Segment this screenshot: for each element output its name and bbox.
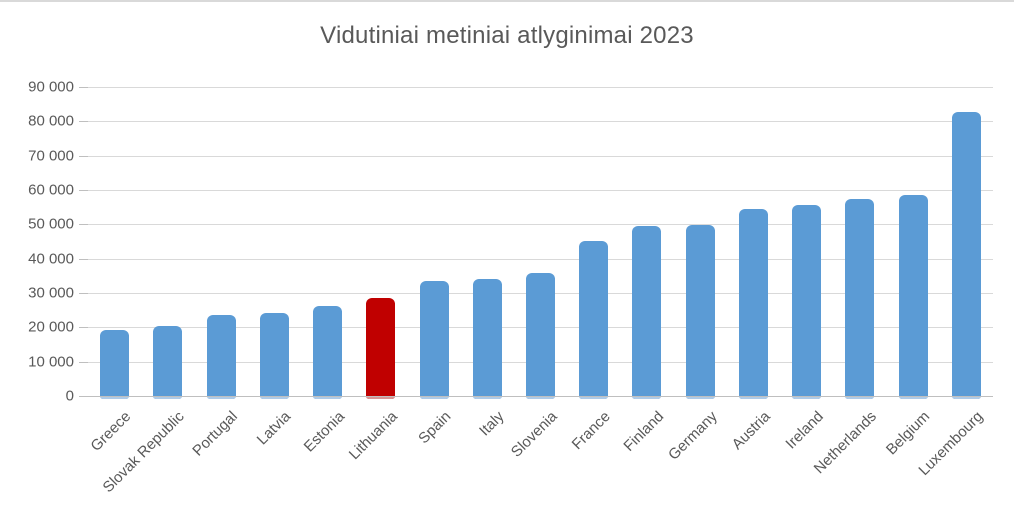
x-axis-label: Belgium [882,408,934,459]
bar-ireland [792,204,822,400]
bar-france [579,240,609,400]
y-axis-label: 40 000 [28,250,74,268]
bar-austria [738,208,768,400]
x-axis-label: Slovenia [507,408,561,461]
y-axis-tick [79,121,88,123]
y-axis-tick [79,224,88,226]
x-axis-label: Latvia [254,408,295,449]
x-axis-label: Portugal [189,408,242,460]
x-axis-label: Spain [414,408,455,448]
bar-greece [100,330,130,399]
y-axis-label: 70 000 [28,147,74,165]
bar-lithuania-highlighted [366,298,396,399]
bar-finland [632,226,662,399]
bar-italy [472,278,502,400]
gridline [88,155,993,157]
bar-germany [685,225,715,399]
gridline [88,258,993,260]
y-axis-tick [79,327,88,329]
y-axis-label: 10 000 [28,353,74,371]
bar-belgium [898,195,928,399]
y-axis-label: 50 000 [28,215,74,233]
y-axis-tick [79,293,88,294]
chart-title: Vidutiniai metiniai atlyginimai 2023 [320,22,694,49]
gridline [88,190,993,191]
x-axis-label: Lithuania [345,408,401,464]
y-axis-label: 0 [65,387,74,405]
y-axis-tick [79,190,88,191]
y-axis-tick [79,155,88,157]
gridline [88,224,993,226]
y-axis-label: 80 000 [28,112,74,130]
gridline [88,121,993,123]
y-axis-label: 20 000 [28,318,74,336]
bar-portugal [206,314,236,400]
x-axis-label: Ireland [782,408,827,453]
x-axis-label: Finland [620,408,668,455]
bar-slovenia [526,273,555,399]
y-axis-tick [79,87,88,88]
bar-spain [419,281,449,399]
bar-slovak-republic [153,325,183,400]
y-axis-tick [79,361,88,363]
bar-estonia [313,306,343,399]
gridline [88,87,993,88]
x-axis-label: France [568,408,614,454]
y-axis-tick [79,258,88,260]
y-axis-label: 60 000 [28,181,74,199]
bar-latvia [259,312,289,400]
y-axis-label: 30 000 [28,284,74,302]
x-axis-label: Austria [728,408,774,454]
bar-netherlands [845,198,875,400]
x-axis-label: Greece [87,408,135,455]
x-axis-label: Italy [475,408,508,440]
y-axis-label: 90 000 [28,78,74,96]
x-axis-line [88,396,993,397]
y-axis-tick [79,396,88,397]
x-axis-label: Germany [664,408,721,464]
bar-luxembourg [951,112,981,399]
x-axis-label: Estonia [300,408,348,456]
